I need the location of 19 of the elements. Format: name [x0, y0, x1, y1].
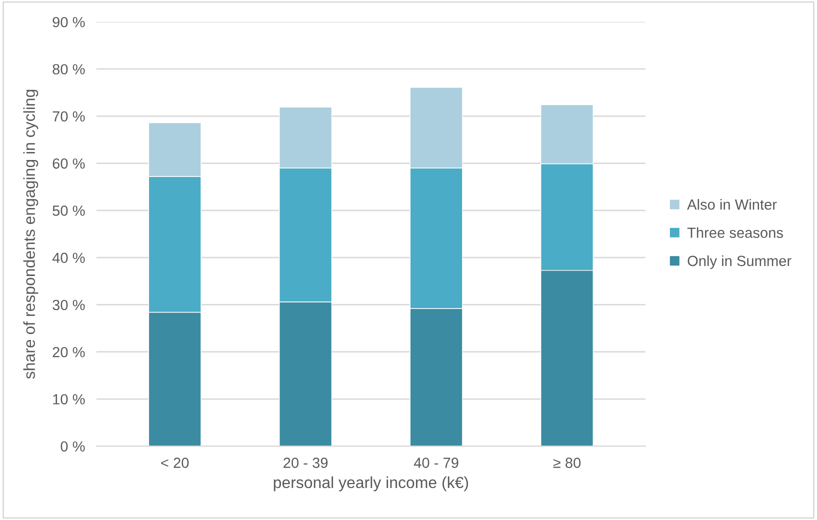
- x-tick-label: ≥ 80: [553, 458, 581, 468]
- legend-label: Only in Summer: [688, 255, 792, 269]
- legend-label: Also in Winter: [687, 199, 777, 210]
- y-tick-label: 30 %: [52, 300, 85, 310]
- y-tick-label: 0 %: [60, 441, 85, 452]
- y-tick-label: 90 %: [52, 16, 85, 28]
- y-tick-label: 50 %: [52, 206, 85, 216]
- x-tick-label: < 20: [161, 458, 189, 468]
- y-tick-label: 60 %: [52, 158, 85, 169]
- y-tick-label: 70 %: [52, 111, 85, 122]
- x-tick-label: 40 - 79: [414, 458, 458, 468]
- x-axis-title: personal yearly income (k€): [274, 476, 468, 492]
- legend-label: Three seasons: [687, 227, 783, 238]
- y-tick-label: 40 %: [52, 252, 85, 263]
- y-tick-label: 80 %: [52, 64, 85, 74]
- y-tick-label: 10 %: [53, 394, 85, 404]
- x-tick-label: 20 - 39: [284, 458, 328, 468]
- y-tick-label: 20 %: [52, 346, 85, 358]
- y-axis-title: share of respondents engaging in cycling: [23, 90, 38, 379]
